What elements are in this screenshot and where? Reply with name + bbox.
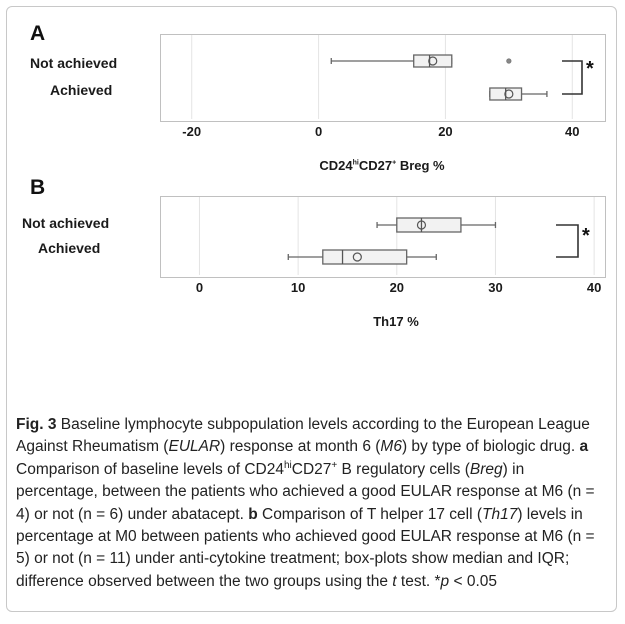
panel-b-x-axis-title: Th17 % bbox=[373, 314, 419, 329]
panel-a-x-axis-title-prefix: CD24 bbox=[319, 158, 353, 173]
panel-a-box bbox=[413, 54, 453, 68]
panel-a-mean-marker bbox=[504, 89, 514, 99]
panel-a-category-label-not-achieved: Not achieved bbox=[30, 55, 118, 71]
panel-a-x-tick-label: 0 bbox=[314, 124, 323, 139]
panel-b-letter: B bbox=[30, 176, 46, 199]
panel-a-mean-marker bbox=[428, 56, 438, 66]
caption-text-8: Comparison of T helper 17 cell ( bbox=[257, 505, 482, 523]
caption-text-10: test. * bbox=[396, 572, 441, 590]
panel-b-category-label-not-achieved: Not achieved bbox=[22, 215, 110, 231]
panel-a-x-axis-title-suffix: Breg % bbox=[396, 158, 445, 173]
panel-a-outlier-point bbox=[506, 58, 512, 64]
panel-b-x-tick-label: 40 bbox=[586, 280, 602, 295]
caption-text-7: ) in percentage, between the patients wh… bbox=[16, 460, 595, 523]
panel-b-significance-bracket bbox=[556, 224, 579, 258]
caption-m6-abbrev: M6 bbox=[380, 438, 402, 456]
panel-a-x-axis-title-sup2: + bbox=[392, 159, 397, 167]
caption-text-11: < 0.05 bbox=[449, 572, 497, 590]
panel-a-x-tick-label: -20 bbox=[182, 124, 202, 139]
caption-th17-abbrev: Th17 bbox=[481, 505, 518, 523]
panel-b-mean-marker bbox=[416, 220, 427, 230]
caption-panel-a-label: a bbox=[579, 438, 589, 456]
panel-b-mean-marker bbox=[352, 252, 362, 262]
panel-b-x-tick-label: 0 bbox=[195, 280, 204, 295]
panel-a-plot-area bbox=[160, 34, 606, 122]
caption-sup-hi: hi bbox=[283, 459, 292, 471]
panel-b-box bbox=[396, 217, 462, 233]
panel-a-category-label-achieved: Achieved bbox=[50, 82, 113, 98]
panel-a-significance-star: * bbox=[586, 58, 594, 80]
panel-a-x-tick-label: 40 bbox=[565, 124, 580, 139]
panel-a-letter: A bbox=[30, 22, 46, 45]
caption-text-1: Baseline lymphocyte subpopulation levels… bbox=[16, 416, 590, 456]
panel-a-x-tick-label: 20 bbox=[438, 124, 453, 139]
panel-b-significance-star: * bbox=[582, 225, 590, 247]
panel-b-x-tick-label: 10 bbox=[290, 280, 306, 295]
panel-b-box bbox=[322, 249, 408, 265]
caption-p-italic: p bbox=[440, 572, 450, 590]
figure-caption: Fig. 3 Baseline lymphocyte subpopulation… bbox=[16, 414, 610, 593]
caption-breg-abbrev: Breg bbox=[469, 460, 503, 478]
caption-text-4: Comparison of baseline levels of CD24 bbox=[16, 460, 284, 478]
caption-sup-plus: + bbox=[331, 459, 338, 471]
panel-b-category-label-achieved: Achieved bbox=[38, 240, 101, 256]
caption-figure-label: Fig. 3 bbox=[16, 416, 57, 433]
panel-a-significance-bracket bbox=[562, 60, 583, 95]
caption-text-3: ) by type of biologic drug. bbox=[401, 438, 580, 456]
caption-panel-b-label: b bbox=[248, 505, 258, 523]
caption-text-9: ) levels in percentage at M0 between pat… bbox=[16, 505, 595, 590]
caption-text-6: B regulatory cells ( bbox=[337, 460, 470, 478]
caption-t-test-italic: t bbox=[392, 572, 397, 590]
panel-b-x-tick-label: 20 bbox=[389, 280, 405, 295]
panel-a-x-axis-title-mid: CD27 bbox=[358, 158, 393, 173]
panel-b-x-tick-label: 30 bbox=[488, 280, 503, 295]
caption-text-2: ) response at month 6 ( bbox=[220, 438, 381, 456]
panel-a-x-axis-title: CD24hiCD27+ Breg % bbox=[319, 158, 444, 173]
caption-text-5: CD27 bbox=[291, 460, 332, 478]
panel-a-x-axis-title-sup1: hi bbox=[352, 159, 359, 167]
caption-eular-abbrev: EULAR bbox=[168, 438, 221, 456]
